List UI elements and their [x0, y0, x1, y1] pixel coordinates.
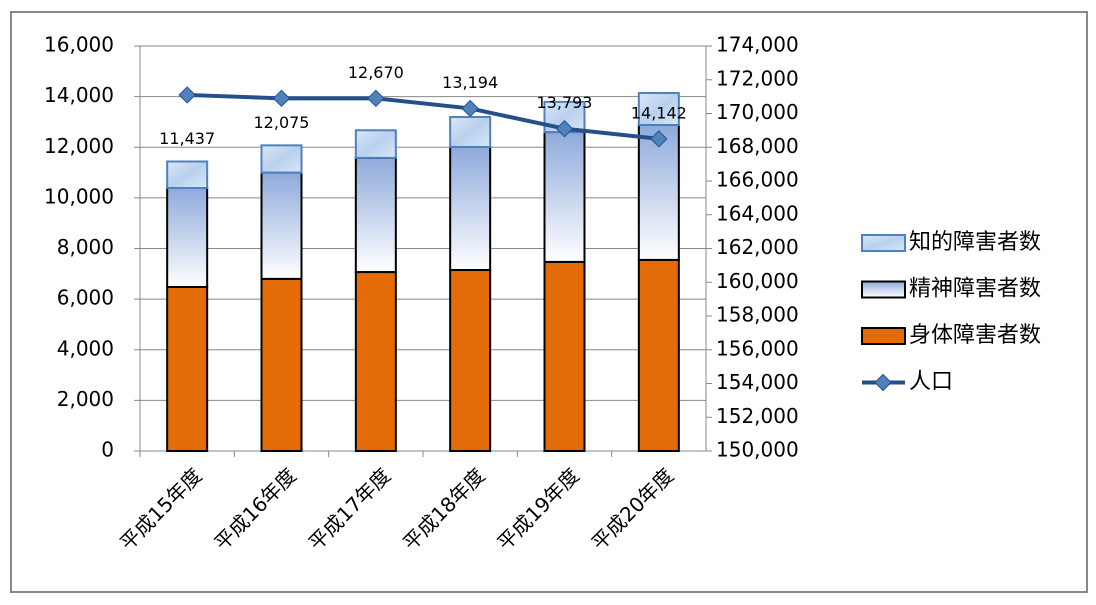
legend-swatch [861, 280, 906, 299]
legend-swatch [861, 234, 906, 252]
y2-tick-label: 158,000 [716, 303, 799, 327]
y2-tick-label: 174,000 [716, 33, 799, 57]
line-marker [178, 86, 196, 104]
bar-segment [354, 271, 397, 452]
legend-label: 知的障害者数 [909, 230, 1041, 255]
line-marker [650, 130, 668, 148]
legend-swatch [861, 327, 906, 345]
y-tick-label: 12,000 [44, 134, 114, 158]
bar-segment [449, 116, 492, 148]
y-tick-label: 10,000 [44, 184, 114, 208]
y-tick-label: 16,000 [44, 33, 114, 57]
bar-segment [449, 269, 492, 452]
y-tick-label: 4,000 [57, 336, 114, 360]
y2-tick-label: 164,000 [716, 201, 799, 225]
line-marker [272, 89, 291, 108]
bar-segment [260, 144, 303, 174]
bar-segment [354, 129, 397, 159]
bar-segment [449, 145, 492, 272]
bar-segment [543, 131, 586, 263]
legend-label: 身体障害者数 [909, 323, 1041, 348]
data-label: 12,670 [348, 63, 404, 82]
line [187, 92, 660, 141]
y2-tick-label: 160,000 [716, 269, 799, 293]
y2-tick-label: 170,000 [716, 100, 799, 124]
legend-label: 人口 [909, 370, 953, 395]
data-label: 14,142 [631, 103, 687, 122]
y-tick-label: 0 [101, 438, 114, 462]
y2-tick-label: 172,000 [716, 66, 799, 90]
line-marker [461, 99, 479, 118]
y-tick-label: 6,000 [57, 286, 114, 310]
y-tick-label: 2,000 [57, 387, 114, 411]
legend-label: 精神障害者数 [909, 277, 1041, 302]
y2-tick-label: 152,000 [716, 404, 799, 428]
bar-segment [166, 187, 209, 288]
bar-segment [637, 92, 680, 126]
data-label: 12,075 [254, 113, 310, 132]
y2-tick-label: 156,000 [716, 336, 799, 360]
y2-tick-label: 150,000 [716, 438, 799, 462]
bar-segment [166, 285, 209, 452]
bar-segment [354, 156, 397, 274]
bar-segment [637, 258, 680, 452]
data-label: 13,793 [537, 93, 593, 112]
bar-segment [260, 277, 303, 452]
y2-tick-label: 162,000 [716, 235, 799, 259]
bar-segment [166, 160, 209, 190]
legend-marker [874, 373, 892, 392]
y2-tick-label: 154,000 [716, 370, 799, 394]
bar-segment [543, 260, 586, 452]
data-label: 11,437 [159, 129, 215, 148]
y-tick-label: 8,000 [57, 235, 114, 259]
bar-segment [260, 171, 303, 280]
line-marker [367, 89, 385, 108]
y2-tick-label: 166,000 [716, 168, 799, 192]
line-marker [555, 119, 574, 138]
y-tick-label: 14,000 [44, 83, 114, 107]
y2-tick-label: 168,000 [716, 134, 799, 158]
data-label: 13,194 [442, 73, 498, 92]
